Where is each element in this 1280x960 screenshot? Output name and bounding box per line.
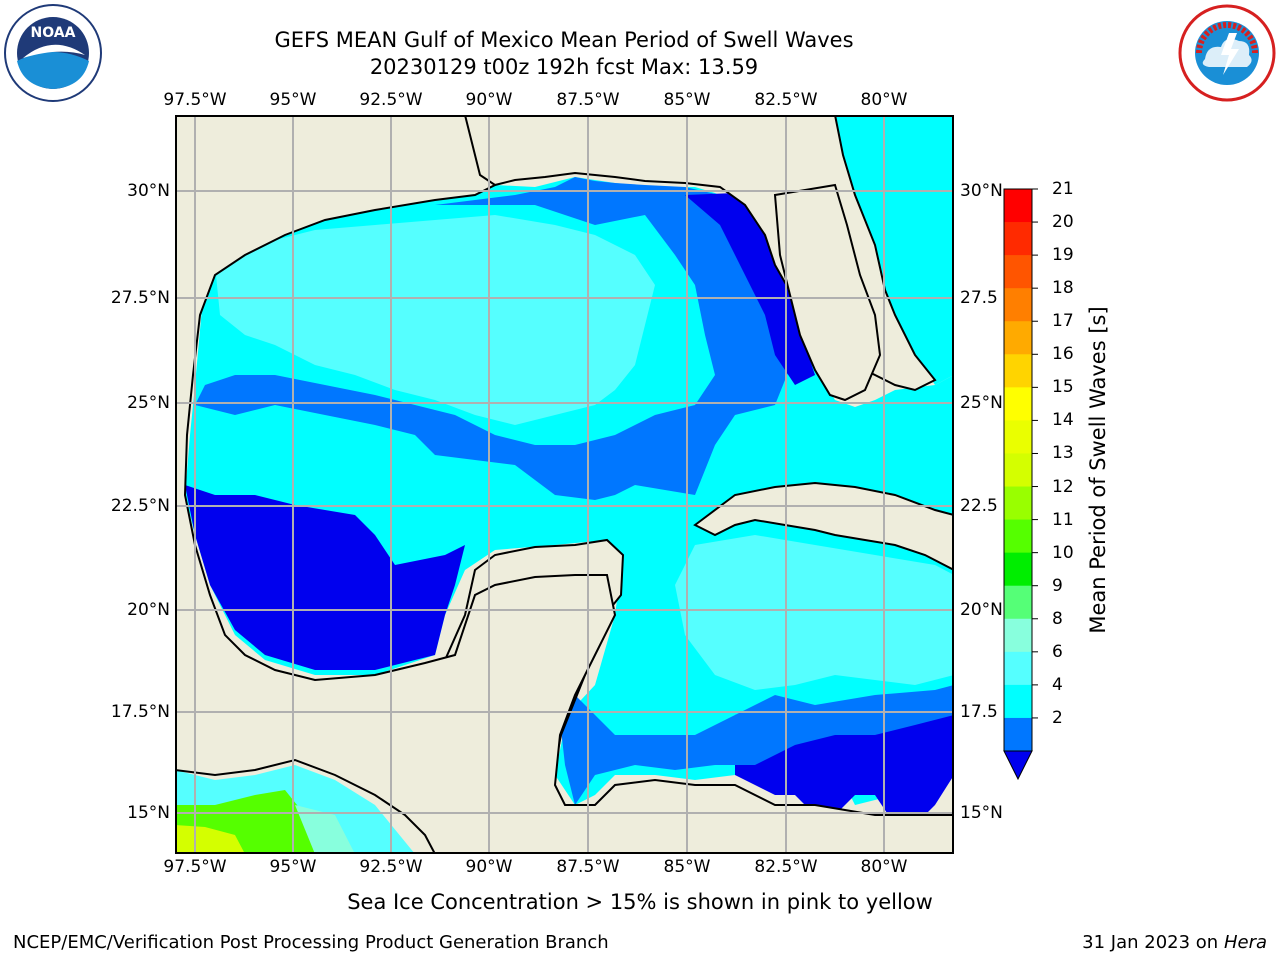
lon-label-top: 80°W [860,90,908,110]
colorbar-frame [1003,188,1033,752]
pacific-yellow-green [175,825,245,854]
colorbar-tick-label: 10 [1052,542,1074,563]
lon-label-bottom: 97.5°W [163,857,227,877]
florida-land [773,183,882,402]
lat-label-right: 17.5 [960,702,998,722]
colorbar-bin [1004,420,1032,454]
lon-label-bottom: 82.5°W [754,857,818,877]
lat-label-left: 17.5°N [110,702,170,722]
lat-label-left: 30°N [127,181,170,201]
lon-label-bottom: 80°W [860,857,908,877]
noaa-logo: NOAA [3,3,103,103]
footer-host: Hera [1223,932,1267,953]
colorbar-bin [1004,453,1032,488]
lon-label-bottom: 90°W [465,857,513,877]
svg-text:NOAA: NOAA [31,25,76,41]
chart-title: GEFS MEAN Gulf of Mexico Mean Period of … [274,28,854,52]
colorbar-tick-label: 21 [1052,179,1074,199]
caribbean-blue [555,675,954,805]
colorbar-tick-label: 18 [1052,278,1074,299]
colorbar-bin [1004,717,1032,752]
footer-date-text: 31 Jan 2023 on [1082,932,1224,953]
nws-logo [1177,3,1277,103]
colorbar-tick-label: 20 [1052,212,1074,233]
colorbar-label: Mean Period of Swell Waves [s] [1086,306,1110,634]
colorbar-bin [1004,684,1032,719]
colorbar-bin [1004,618,1032,653]
lat-label-right: 30°N [960,181,1003,201]
interior-light-cyan [215,215,655,425]
lon-label-top: 90°W [465,90,513,110]
colorbar-tick-label: 8 [1052,608,1063,629]
colorbar-tick-label: 19 [1052,245,1074,266]
colorbar-tick-label: 9 [1052,575,1063,596]
lon-label-top: 82.5°W [754,90,818,110]
lon-label-bottom: 85°W [663,857,711,877]
sea-ice-note: Sea Ice Concentration > 15% is shown in … [347,890,933,914]
colorbar-bin [1004,354,1032,388]
colorbar-tick-label: 4 [1052,674,1063,695]
colorbar-bin [1004,552,1032,587]
campeche-deep [185,485,465,670]
colorbar-bin [1004,288,1032,322]
mexico-land [175,115,954,854]
colorbar-tick-label: 17 [1052,311,1074,332]
colorbar-bin [1004,321,1032,355]
colorbar-bin [1004,222,1032,256]
lat-label-left: 22.5°N [110,496,170,516]
colorbar-tick-label: 16 [1052,344,1074,365]
colorbar-bin [1004,387,1032,421]
colorbar-tick-label: 13 [1052,443,1074,464]
lon-label-top: 85°W [663,90,711,110]
cuba-land [693,481,954,572]
atlantic-water [835,115,954,385]
graticule [175,115,954,854]
footer-date: 31 Jan 2023 on Hera [1082,932,1267,953]
colorbar-bin [1004,651,1032,686]
lon-label-bottom: 92.5°W [359,857,423,877]
colorbar-extend-arrow [1003,750,1033,781]
colorbar-bin [1004,486,1032,521]
lat-label-right: 20°N [960,600,1003,620]
map-frame [175,115,954,854]
colorbar-tick-label: 14 [1052,410,1074,431]
lat-label-left: 27.5°N [110,288,170,308]
colorbar-tick-label: 6 [1052,641,1063,662]
lat-label-left: 20°N [127,600,170,620]
colorbar-tick-label: 12 [1052,476,1074,497]
lat-label-left: 25°N [127,393,170,413]
lon-label-top: 92.5°W [359,90,423,110]
lat-label-right: 27.5 [960,288,998,308]
colorbar-bin [1004,189,1032,223]
swell-period-map [175,115,954,858]
colorbar-tick-label: 11 [1052,509,1074,530]
colorbar-bin [1004,585,1032,620]
florida-shelf-deep [685,193,815,385]
footer-credit: NCEP/EMC/Verification Post Processing Pr… [13,932,609,953]
lon-label-bottom: 87.5°W [556,857,620,877]
lat-label-left: 15°N [127,803,170,823]
colorbar-tick-label: 2 [1052,707,1063,728]
lat-label-right: 25°N [960,393,1003,413]
colorbar [1000,185,1050,789]
lon-label-top: 87.5°W [556,90,620,110]
colorbar-tick-label: 15 [1052,377,1074,398]
colorbar-bin [1004,519,1032,554]
pacific-light [295,805,355,854]
lat-label-right: 22.5 [960,496,998,516]
colorbar-bin [1004,255,1032,289]
lon-label-bottom: 95°W [269,857,317,877]
lon-label-top: 97.5°W [163,90,227,110]
lat-label-right: 15°N [960,803,1003,823]
chart-subtitle: 20230129 t00z 192h fcst Max: 13.59 [369,55,759,79]
lon-label-top: 95°W [269,90,317,110]
